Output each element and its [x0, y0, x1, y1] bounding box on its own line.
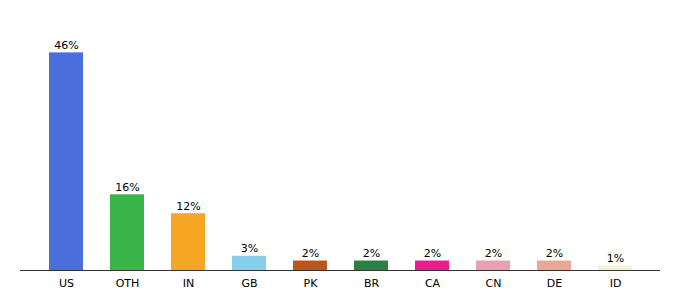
svg-text:CA: CA: [425, 277, 441, 290]
svg-text:1%: 1%: [607, 252, 624, 265]
svg-text:2%: 2%: [363, 247, 380, 260]
svg-text:GB: GB: [241, 277, 257, 290]
svg-text:46%: 46%: [54, 39, 78, 52]
svg-text:2%: 2%: [546, 247, 563, 260]
svg-text:2%: 2%: [424, 247, 441, 260]
svg-text:IN: IN: [183, 277, 194, 290]
svg-text:US: US: [59, 277, 74, 290]
svg-text:2%: 2%: [302, 247, 319, 260]
svg-text:2%: 2%: [485, 247, 502, 260]
svg-text:DE: DE: [547, 277, 562, 290]
svg-text:CN: CN: [486, 277, 502, 290]
svg-text:OTH: OTH: [116, 277, 140, 290]
svg-text:3%: 3%: [241, 242, 258, 255]
svg-text:PK: PK: [304, 277, 319, 290]
svg-text:16%: 16%: [115, 181, 139, 194]
svg-text:BR: BR: [364, 277, 380, 290]
svg-text:ID: ID: [610, 277, 622, 290]
svg-text:12%: 12%: [176, 200, 200, 213]
